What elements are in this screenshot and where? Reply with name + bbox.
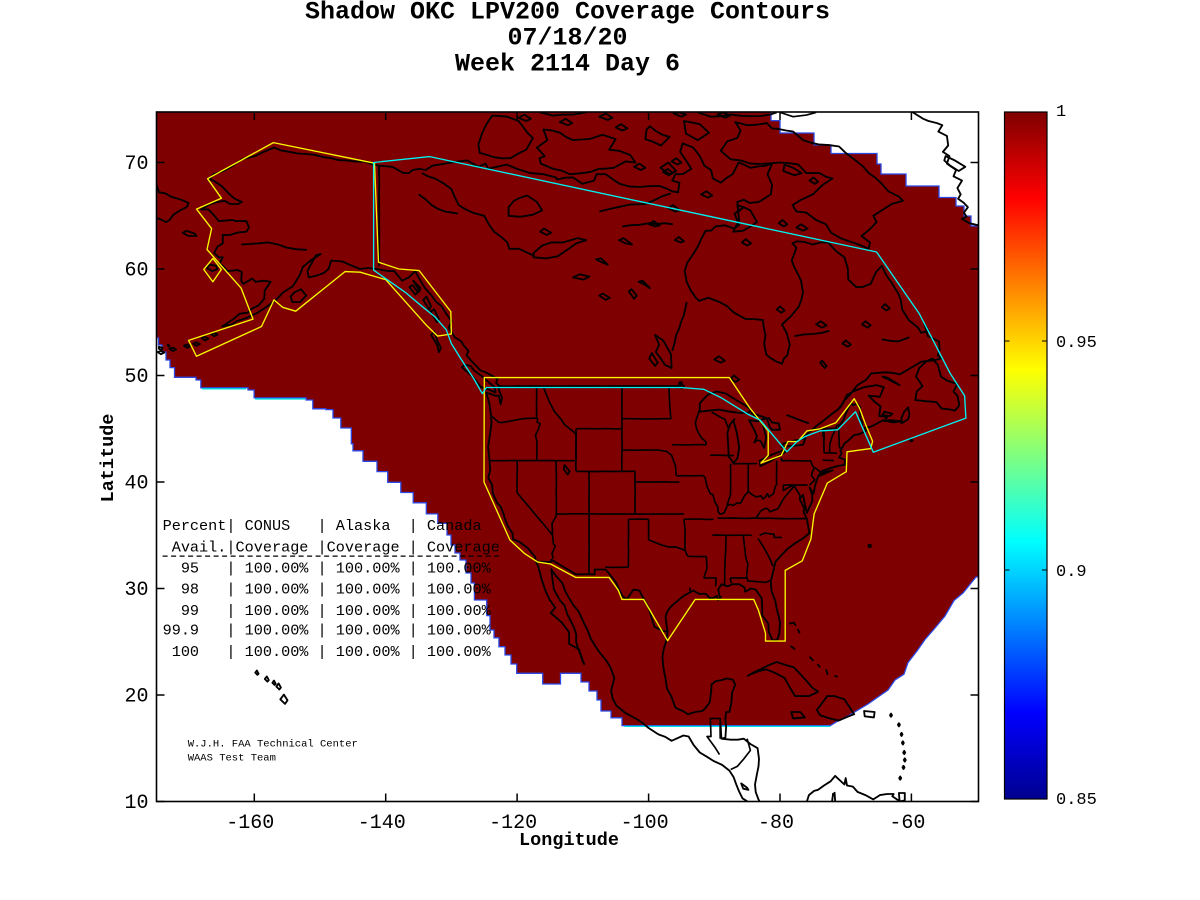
svg-text:95 | 100.00% | 100.00% | 100: 95 | 100.00% | 100.00% | 100.00% [163, 559, 492, 577]
svg-text:07/18/20: 07/18/20 [507, 24, 627, 53]
svg-text:99.9 | 100.00% | 100.00% | 1: 99.9 | 100.00% | 100.00% | 100.00% [163, 622, 492, 640]
svg-text:99 | 100.00% | 100.00% | 100: 99 | 100.00% | 100.00% | 100.00% [163, 602, 492, 620]
svg-text:WAAS Test Team: WAAS Test Team [188, 753, 276, 765]
svg-text:50: 50 [124, 366, 148, 389]
svg-text:W.J.H. FAA Technical Center: W.J.H. FAA Technical Center [188, 739, 358, 751]
svg-text:20: 20 [124, 686, 148, 709]
svg-text:Percent| CONUS | Alaska | C: Percent| CONUS | Alaska | Canada [163, 517, 482, 535]
svg-text:0.95: 0.95 [1056, 334, 1097, 353]
svg-text:Week 2114 Day 6: Week 2114 Day 6 [455, 50, 680, 79]
svg-text:Avail.|Coverage |Coverage | Co: Avail.|Coverage |Coverage | Coverage [163, 538, 500, 556]
svg-text:70: 70 [124, 153, 148, 176]
svg-text:Longitude: Longitude [519, 830, 619, 851]
svg-text:30: 30 [124, 579, 148, 602]
svg-text:100 | 100.00% | 100.00% | 10: 100 | 100.00% | 100.00% | 100.00% [163, 643, 492, 661]
svg-text:-60: -60 [889, 812, 925, 835]
svg-text:-80: -80 [758, 812, 794, 835]
svg-text:Latitude: Latitude [98, 414, 119, 503]
svg-text:40: 40 [124, 473, 148, 496]
svg-text:-160: -160 [226, 812, 274, 835]
svg-text:Shadow OKC LPV200 Coverage Con: Shadow OKC LPV200 Coverage Contours [305, 0, 830, 27]
svg-text:1: 1 [1056, 103, 1066, 122]
svg-text:-140: -140 [358, 812, 406, 835]
svg-text:0.9: 0.9 [1056, 563, 1087, 582]
svg-text:-100: -100 [621, 812, 669, 835]
svg-text:98 | 100.00% | 100.00% | 100: 98 | 100.00% | 100.00% | 100.00% [163, 581, 492, 599]
svg-text:0.85: 0.85 [1056, 791, 1097, 810]
svg-text:10: 10 [124, 792, 148, 815]
svg-text:60: 60 [124, 260, 148, 283]
svg-text:-120: -120 [489, 812, 537, 835]
